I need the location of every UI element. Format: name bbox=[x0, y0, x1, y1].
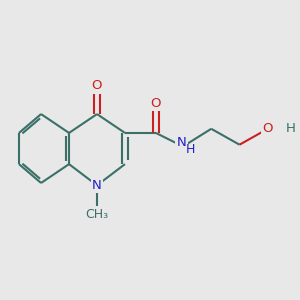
Text: O: O bbox=[92, 79, 102, 92]
Text: N: N bbox=[92, 179, 102, 192]
Text: CH₃: CH₃ bbox=[85, 208, 109, 221]
Text: O: O bbox=[262, 122, 273, 135]
Text: O: O bbox=[151, 97, 161, 110]
Text: H: H bbox=[186, 143, 195, 157]
Text: H: H bbox=[286, 122, 296, 135]
Text: N: N bbox=[177, 136, 186, 149]
